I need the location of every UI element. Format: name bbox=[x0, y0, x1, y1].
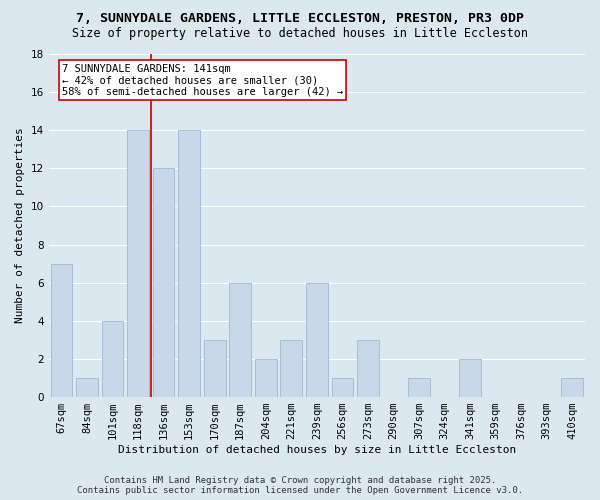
Bar bbox=[76, 378, 98, 397]
Text: Size of property relative to detached houses in Little Eccleston: Size of property relative to detached ho… bbox=[72, 28, 528, 40]
Text: Contains HM Land Registry data © Crown copyright and database right 2025.
Contai: Contains HM Land Registry data © Crown c… bbox=[77, 476, 523, 495]
Bar bbox=[280, 340, 302, 397]
Bar bbox=[153, 168, 175, 397]
Bar bbox=[255, 359, 277, 397]
Bar bbox=[229, 282, 251, 397]
Text: 7 SUNNYDALE GARDENS: 141sqm
← 42% of detached houses are smaller (30)
58% of sem: 7 SUNNYDALE GARDENS: 141sqm ← 42% of det… bbox=[62, 64, 343, 96]
Bar bbox=[204, 340, 226, 397]
Bar bbox=[306, 282, 328, 397]
Bar bbox=[127, 130, 149, 397]
Y-axis label: Number of detached properties: Number of detached properties bbox=[15, 128, 25, 324]
Bar bbox=[50, 264, 72, 397]
Bar bbox=[408, 378, 430, 397]
X-axis label: Distribution of detached houses by size in Little Eccleston: Distribution of detached houses by size … bbox=[118, 445, 516, 455]
Bar bbox=[562, 378, 583, 397]
Bar bbox=[332, 378, 353, 397]
Bar bbox=[459, 359, 481, 397]
Text: 7, SUNNYDALE GARDENS, LITTLE ECCLESTON, PRESTON, PR3 0DP: 7, SUNNYDALE GARDENS, LITTLE ECCLESTON, … bbox=[76, 12, 524, 26]
Bar bbox=[178, 130, 200, 397]
Bar bbox=[357, 340, 379, 397]
Bar bbox=[101, 321, 124, 397]
